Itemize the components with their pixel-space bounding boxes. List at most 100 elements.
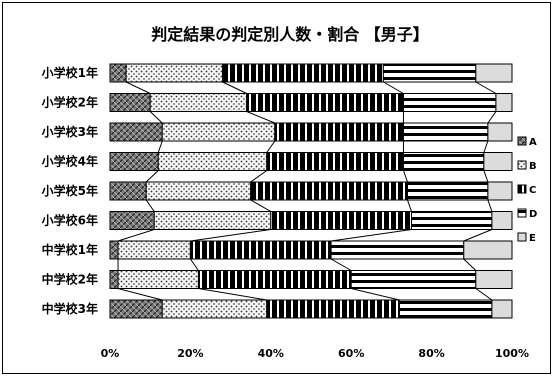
series-line (463, 229, 493, 242)
series-line (189, 258, 199, 271)
category-label: 小学校4年 (42, 154, 98, 169)
series-line (117, 229, 155, 242)
x-tick-label: 80% (418, 347, 444, 360)
series-line (145, 199, 155, 212)
bar-segment-D-6 (411, 211, 493, 230)
bar-segment-B-5 (145, 181, 252, 201)
category-label: 中学校3年 (42, 301, 98, 316)
bar-segment-E-1 (475, 63, 513, 83)
bar-segment-E-8 (475, 270, 513, 289)
series-line (330, 258, 352, 271)
bar-segment-E-7 (463, 240, 513, 260)
bar-segment-E-4 (483, 152, 513, 171)
legend-swatch-D (517, 208, 527, 218)
bar-segment-A-1 (109, 63, 127, 83)
category-label: 中学校2年 (42, 272, 98, 287)
bar-segment-D-1 (382, 63, 477, 83)
legend-swatch-C (517, 184, 527, 194)
bar-segment-A-3 (109, 122, 163, 142)
bar-segment-B-1 (125, 63, 224, 83)
series-line (246, 111, 276, 124)
series-line (222, 81, 247, 94)
category-label: 中学校1年 (42, 242, 98, 257)
series-lines (117, 81, 497, 301)
bar-segment-D-2 (402, 93, 497, 112)
bar-segment-D-3 (402, 122, 489, 142)
bar-segment-C-7 (189, 240, 332, 260)
chart-title: 判定結果の判定別人数・割合 【男子】 (151, 25, 429, 44)
bar-segment-C-1 (222, 63, 384, 83)
bar-segment-A-8 (109, 270, 119, 289)
series-line (198, 288, 267, 301)
legend-label-B: B (529, 161, 537, 172)
series-line (149, 111, 163, 124)
series-line (266, 140, 276, 153)
bar-segment-D-7 (330, 240, 465, 260)
series-line (125, 81, 151, 94)
bar-segment-A-5 (109, 181, 147, 201)
legend-swatch-A (517, 136, 527, 146)
series-line (475, 81, 497, 94)
series-line (383, 81, 404, 94)
bar-segment-C-5 (250, 181, 408, 201)
bar-segment-B-2 (149, 93, 248, 112)
bar-segment-B-7 (117, 240, 191, 260)
series-line (351, 288, 400, 301)
legend-swatch-B (517, 160, 527, 170)
bar-segment-D-8 (350, 270, 477, 289)
bar-segment-A-2 (109, 93, 151, 112)
bar-segment-E-6 (491, 211, 513, 230)
series-line (483, 170, 489, 183)
bar-segment-A-4 (109, 152, 159, 171)
x-tick-label: 40% (258, 347, 284, 360)
bar-segment-B-6 (153, 211, 272, 230)
legend-swatch-E (517, 232, 527, 242)
bar-segment-B-3 (161, 122, 276, 142)
series-line (157, 140, 163, 153)
legend-label-C: C (529, 185, 536, 196)
category-label: 小学校3年 (42, 124, 98, 139)
series-line (145, 170, 159, 183)
bar-segment-C-3 (274, 122, 404, 142)
bar-segment-C-9 (266, 299, 400, 319)
category-label: 小学校5年 (42, 183, 98, 198)
category-label: 小学校6年 (42, 213, 98, 228)
series-line (487, 199, 493, 212)
x-tick-label: 100% (495, 347, 529, 360)
series-line (475, 288, 493, 301)
category-labels: 小学校1年小学校2年小学校3年小学校4年小学校5年小学校6年中学校1年中学校2年… (42, 65, 98, 316)
series-line (331, 229, 412, 242)
bar-segment-C-4 (266, 152, 404, 171)
bar-segment-B-4 (157, 152, 268, 171)
bar-segment-A-9 (109, 299, 163, 319)
x-tick-label: 0% (101, 347, 120, 360)
legend-label-E: E (529, 233, 536, 244)
series-line (190, 229, 271, 242)
series-line (402, 170, 408, 183)
plot-area (109, 63, 513, 319)
series-line (483, 140, 489, 153)
bar-segment-B-8 (117, 270, 199, 289)
series-line (463, 258, 477, 271)
bar-segment-C-8 (197, 270, 352, 289)
bar-segment-C-2 (246, 93, 404, 112)
legend-label-A: A (529, 137, 537, 148)
bar-segment-E-3 (487, 122, 513, 142)
series-line (250, 199, 272, 212)
bar-segment-D-9 (398, 299, 493, 319)
legend-label-D: D (529, 209, 537, 220)
category-label: 小学校1年 (42, 65, 98, 80)
series-line (407, 199, 412, 212)
bar-segment-B-9 (161, 299, 268, 319)
bar-segment-A-7 (109, 240, 119, 260)
x-tick-label: 20% (177, 347, 203, 360)
x-axis-tick-labels: 0% 20% 40% 60% 80% 100% (101, 347, 529, 360)
bar-segment-A-6 (109, 211, 155, 230)
bar-segment-D-5 (406, 181, 489, 201)
bar-segment-E-2 (495, 93, 513, 112)
bar-segment-D-4 (402, 152, 485, 171)
x-tick-label: 60% (338, 347, 364, 360)
bar-segment-E-9 (491, 299, 513, 319)
bar-segment-C-6 (270, 211, 412, 230)
